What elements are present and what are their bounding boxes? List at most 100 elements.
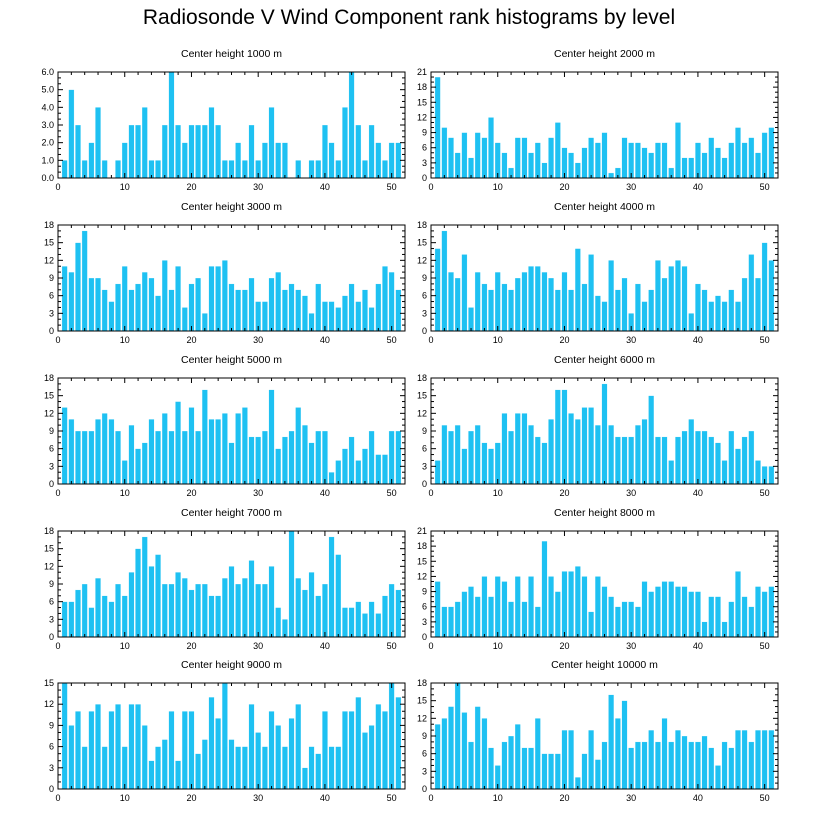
y-tick-label: 21 xyxy=(417,67,427,77)
bar xyxy=(568,289,575,332)
bar xyxy=(275,607,282,638)
bar xyxy=(481,283,488,332)
bar xyxy=(368,725,375,790)
y-tick-label: 1.0 xyxy=(41,155,54,165)
y-tick-label: 18 xyxy=(417,678,427,688)
panel-center-height-1000-m: Center height 1000 m 0 10 20 30 40 50 0.0 1.0 2.0… xyxy=(41,48,406,192)
bar xyxy=(181,142,188,179)
bar xyxy=(261,583,268,638)
y-tick-label: 0 xyxy=(422,784,427,794)
y-tick-label: 18 xyxy=(417,82,427,92)
y-tick-label: 12 xyxy=(44,699,54,709)
bar xyxy=(348,711,355,790)
bar xyxy=(155,160,161,179)
bar xyxy=(448,606,454,638)
x-tick-label: 30 xyxy=(253,793,263,803)
bar xyxy=(634,424,641,485)
bar xyxy=(761,591,768,638)
bar xyxy=(155,430,161,485)
bar xyxy=(628,436,635,485)
y-tick-label: 9 xyxy=(49,579,54,589)
bar xyxy=(648,152,655,179)
x-tick-label: 40 xyxy=(320,335,330,345)
bar xyxy=(388,682,395,790)
x-tick-label: 50 xyxy=(387,793,397,803)
x-tick-label: 40 xyxy=(693,641,703,651)
bar xyxy=(268,389,275,485)
y-tick-label: 0 xyxy=(422,326,427,336)
bar xyxy=(275,271,282,332)
bar xyxy=(534,606,541,638)
bar xyxy=(248,124,255,179)
y-tick-label: 9 xyxy=(422,128,427,138)
bar xyxy=(75,589,81,638)
bar xyxy=(388,271,395,332)
bar xyxy=(135,548,141,638)
bar xyxy=(168,583,175,638)
x-tick-label: 0 xyxy=(428,182,433,192)
bar xyxy=(614,289,621,332)
x-tick-label: 30 xyxy=(253,488,263,498)
bar xyxy=(81,746,88,790)
bar xyxy=(248,560,255,638)
panel-title: Center height 10000 m xyxy=(551,659,658,671)
bar xyxy=(295,704,302,790)
bar xyxy=(675,260,681,332)
bar xyxy=(514,576,521,638)
bar xyxy=(715,596,721,638)
y-tick-label: 21 xyxy=(417,526,427,536)
bar xyxy=(208,107,215,179)
y-tick-label: 12 xyxy=(417,255,427,265)
x-tick-label: 40 xyxy=(693,335,703,345)
bar xyxy=(81,583,88,638)
bar xyxy=(608,260,615,332)
bar xyxy=(141,271,148,332)
x-tick-label: 50 xyxy=(760,793,770,803)
bar xyxy=(695,142,701,179)
bar xyxy=(621,700,628,790)
panel-title: Center height 6000 m xyxy=(554,354,655,366)
bar xyxy=(715,295,721,332)
bar xyxy=(581,283,588,332)
y-tick-label: 12 xyxy=(417,408,427,418)
bar xyxy=(448,430,454,485)
x-tick-label: 30 xyxy=(253,641,263,651)
bar xyxy=(395,696,402,790)
bar xyxy=(195,430,202,485)
bar xyxy=(382,595,388,638)
x-tick-label: 20 xyxy=(186,335,196,345)
bar xyxy=(248,704,255,790)
bar xyxy=(128,124,135,179)
x-tick-label: 30 xyxy=(626,335,636,345)
bar xyxy=(768,586,775,638)
bar xyxy=(228,566,235,638)
bar xyxy=(675,436,681,485)
bar xyxy=(288,283,295,332)
bar xyxy=(708,747,715,790)
x-tick-label: 30 xyxy=(253,182,263,192)
bar xyxy=(768,127,775,179)
y-tick-label: 6 xyxy=(422,143,427,153)
panel-center-height-8000-m: Center height 8000 m 0 10 20 30 40 50 0 3 6 9 12 15 1… xyxy=(417,507,779,651)
bar xyxy=(601,383,608,485)
bar xyxy=(728,601,735,638)
bar xyxy=(541,271,548,332)
bar xyxy=(368,430,375,485)
x-tick-label: 40 xyxy=(693,182,703,192)
bar xyxy=(501,413,508,485)
bar xyxy=(728,289,735,332)
bar xyxy=(668,266,675,332)
bar xyxy=(248,277,255,332)
bar xyxy=(268,566,275,638)
bar xyxy=(548,576,555,638)
bar xyxy=(101,746,108,790)
bar xyxy=(215,718,222,790)
bar xyxy=(88,142,95,179)
bar xyxy=(368,601,375,638)
bar xyxy=(468,307,474,332)
y-tick-label: 0 xyxy=(422,173,427,183)
bar xyxy=(61,266,68,332)
bar xyxy=(755,152,761,179)
bar xyxy=(521,271,528,332)
bar xyxy=(761,242,768,332)
